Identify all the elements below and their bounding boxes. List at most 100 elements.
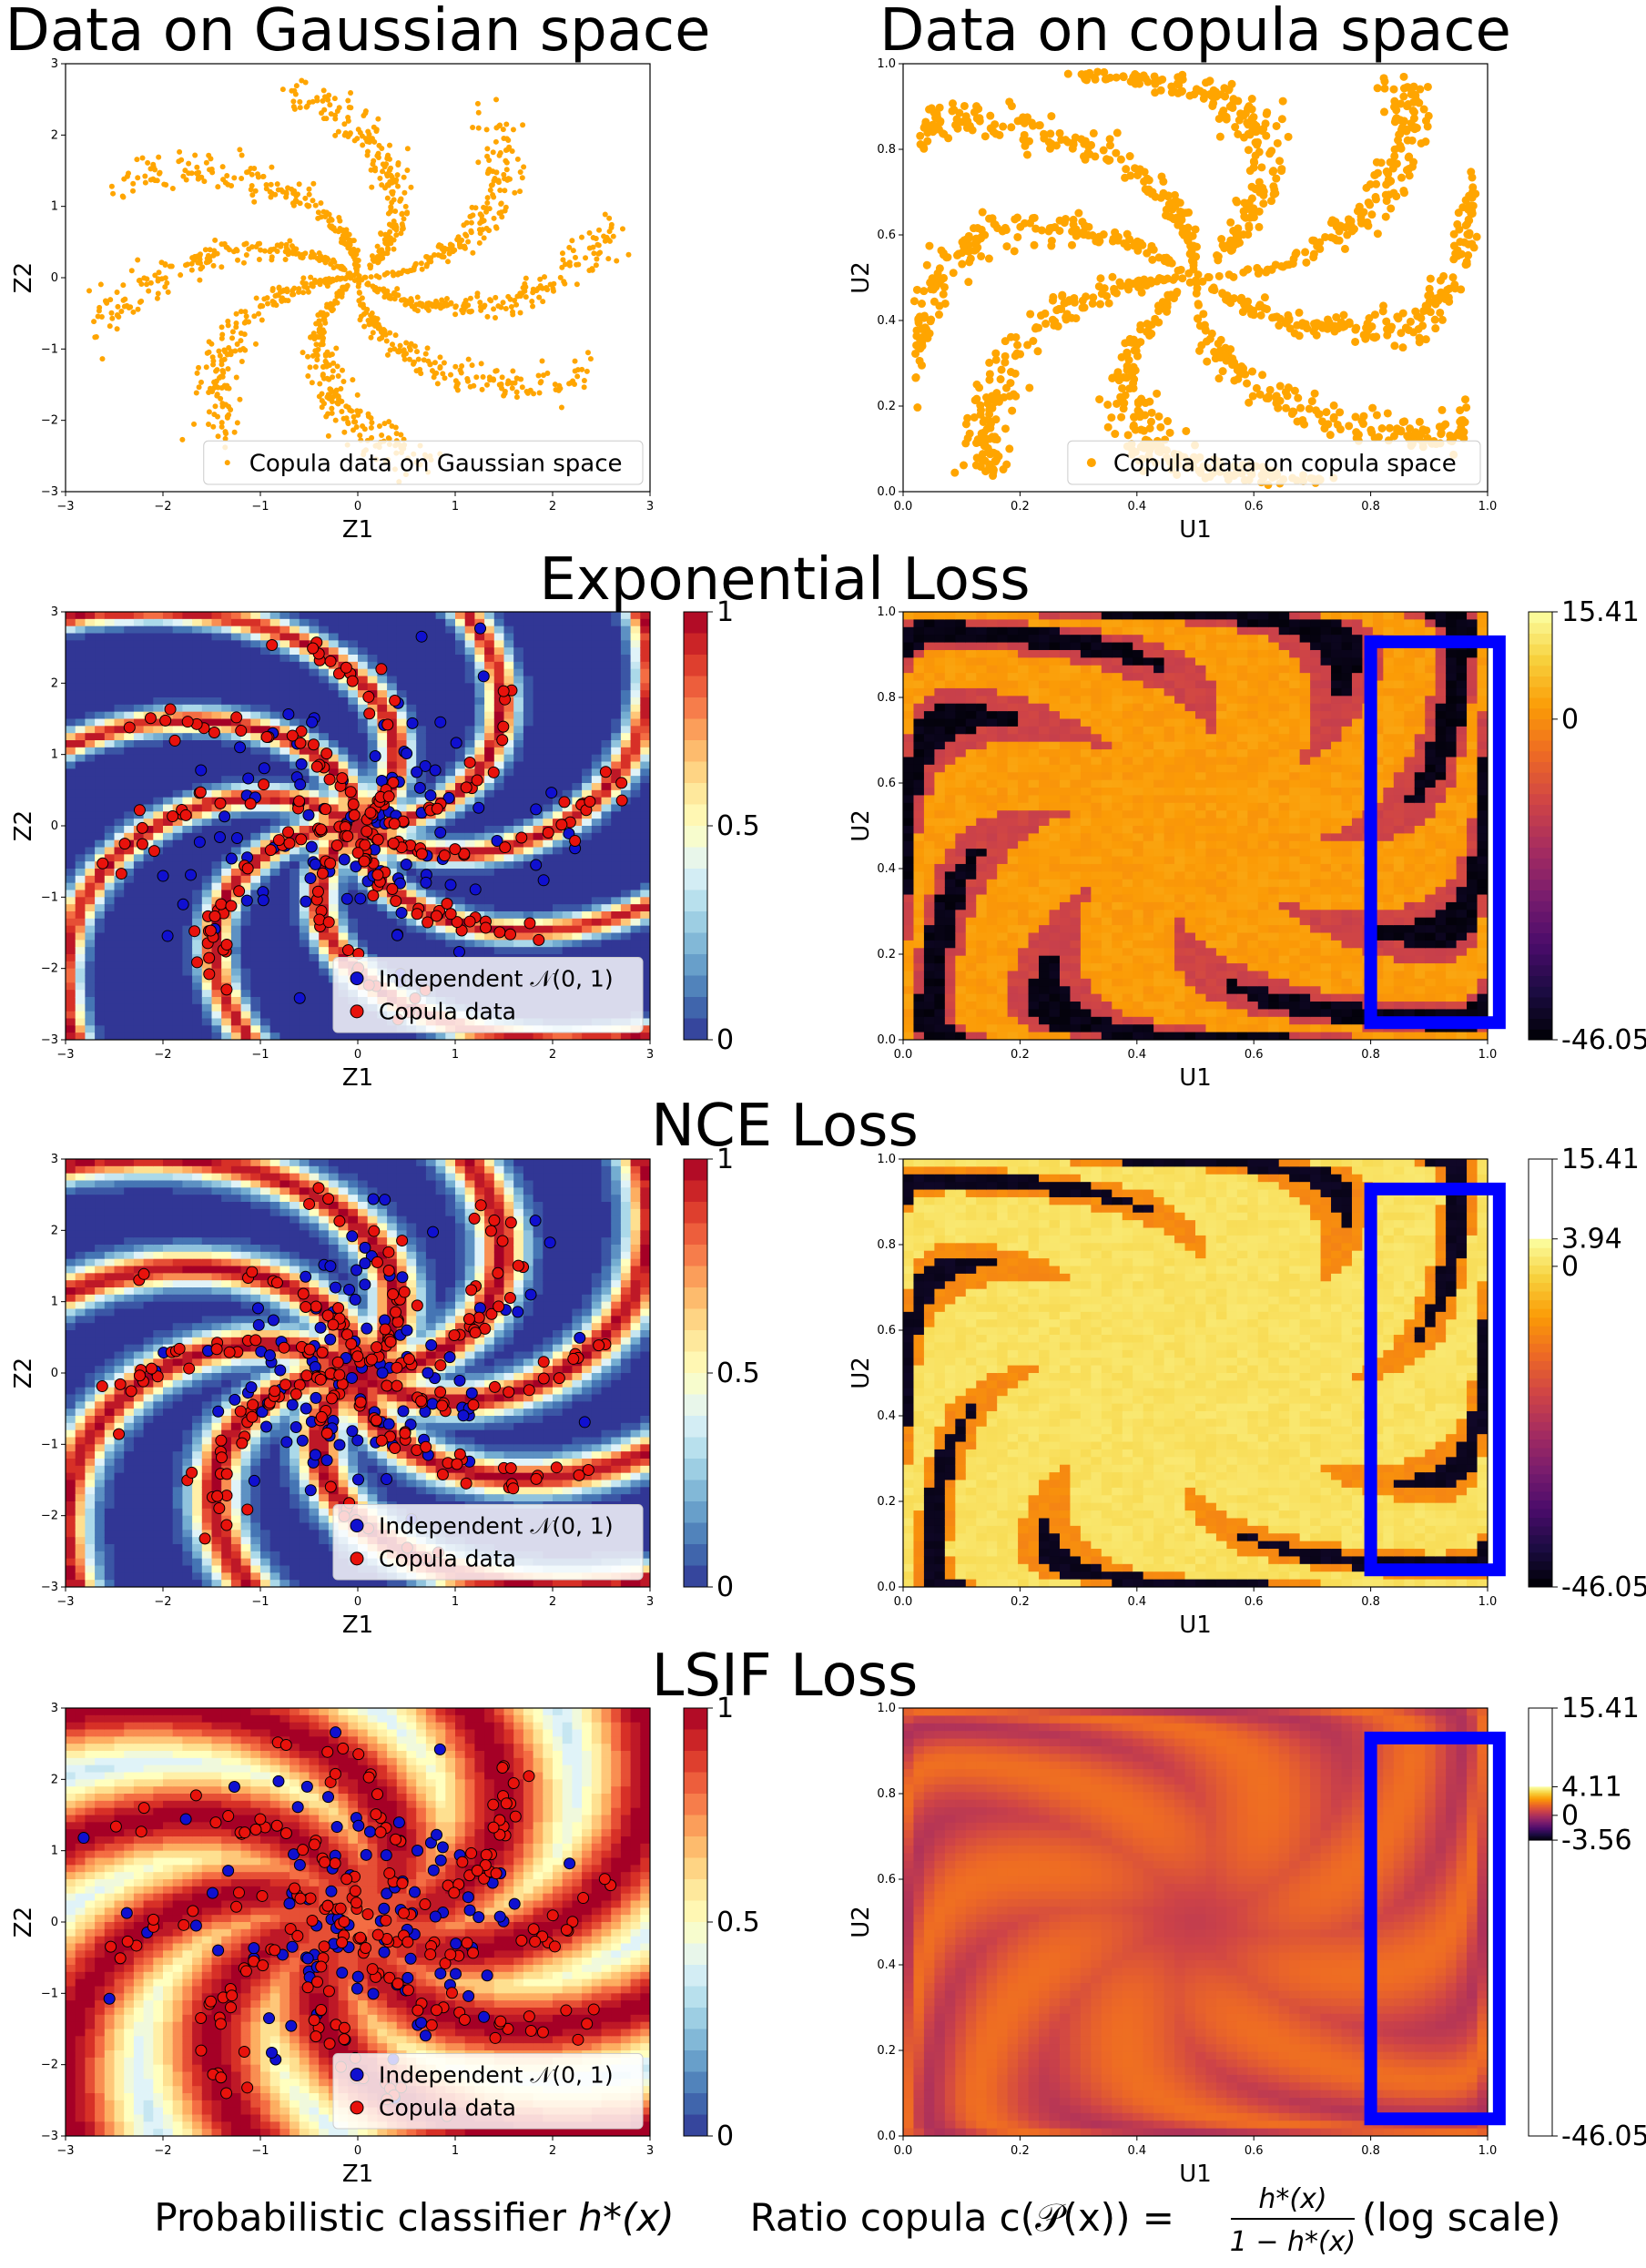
data-point [452,311,459,318]
data-point [355,258,361,264]
data-point [1373,84,1382,93]
heat-cell [201,740,213,748]
heat-cell [338,655,349,663]
heat-cell [230,668,242,677]
data-point [114,326,120,332]
heat-cell [309,904,320,912]
heat-cell [104,961,116,970]
data-point [402,301,409,308]
heat-cell [192,932,203,941]
data-point [424,345,431,351]
heat-cell [269,761,280,769]
data-point [468,228,474,234]
data-point [986,124,995,133]
heat-cell [221,875,232,884]
data-point [1156,86,1165,95]
heat-cell [221,897,232,905]
data-point [1426,290,1435,299]
heat-cell [299,1003,310,1012]
heat-cell [211,768,222,777]
heat-cell [299,940,310,948]
heat-cell [153,839,164,849]
heat-cell [328,897,340,905]
data-point [217,352,223,359]
data-point [367,136,373,142]
heat-cell [358,754,369,763]
heat-cell [75,832,86,841]
heat-cell [163,1003,174,1012]
heat-cell [143,869,154,877]
heat-cell [309,726,320,734]
heat-cell [269,869,280,877]
data-point [1214,271,1224,280]
data-point [1124,356,1133,365]
data-point [595,250,602,257]
heat-cell [172,1011,183,1020]
heat-cell [172,982,183,991]
heat-cell [269,690,280,698]
data-point [530,303,536,310]
heat-cell [269,961,280,970]
heat-cell [290,861,300,870]
data-point [1248,392,1257,401]
heat-cell [221,1032,232,1040]
data-point [308,253,314,259]
heat-cell [299,990,310,998]
heat-cell [328,768,340,777]
heat-cell [279,990,290,998]
heat-cell [201,1003,213,1012]
heat-cell [260,797,271,806]
heat-cell [124,847,135,855]
data-point [483,225,490,231]
heat-cell [309,668,320,677]
data-point [1122,165,1131,174]
data-point [574,373,581,380]
data-point [1371,192,1380,201]
data-point [130,180,137,187]
data-point [1244,146,1253,155]
heat-cell [75,612,86,620]
data-point [194,164,200,170]
heat-cell [133,647,145,656]
heading-row3: LSIF Loss [652,1643,919,1710]
heat-cell [348,925,359,934]
heat-cell [240,925,251,934]
heat-cell [104,690,116,698]
heat-cell [172,618,183,627]
heat-cell [85,918,96,927]
heat-cell [66,726,76,734]
data-point [478,307,484,313]
heat-cell [260,1018,271,1026]
data-point [980,416,989,425]
heat-cell [328,819,340,827]
data-point [218,423,225,430]
heat-cell [211,740,222,748]
heat-cell [358,733,369,741]
heat-cell [182,733,193,741]
heat-cell [124,690,135,698]
heat-cell [163,968,174,977]
data-point [1389,188,1398,198]
data-point [293,83,300,89]
data-point [396,347,402,353]
heat-cell [153,618,164,627]
heat-cell [66,697,76,706]
heat-cell [153,612,164,620]
data-point [210,361,217,368]
data-point [574,281,580,288]
heat-cell [260,811,271,819]
heat-cell [319,811,330,819]
data-point [1372,179,1381,188]
data-point [1047,112,1056,121]
heat-cell [153,661,164,670]
heat-cell [309,932,320,941]
data-point [492,176,498,182]
data-point [1096,274,1105,283]
heat-cell [377,612,388,620]
data-point [1156,422,1165,432]
heat-cell [279,897,290,905]
data-point [1168,198,1177,207]
data-point [388,172,394,178]
data-point [225,181,231,188]
data-point [1438,315,1447,324]
